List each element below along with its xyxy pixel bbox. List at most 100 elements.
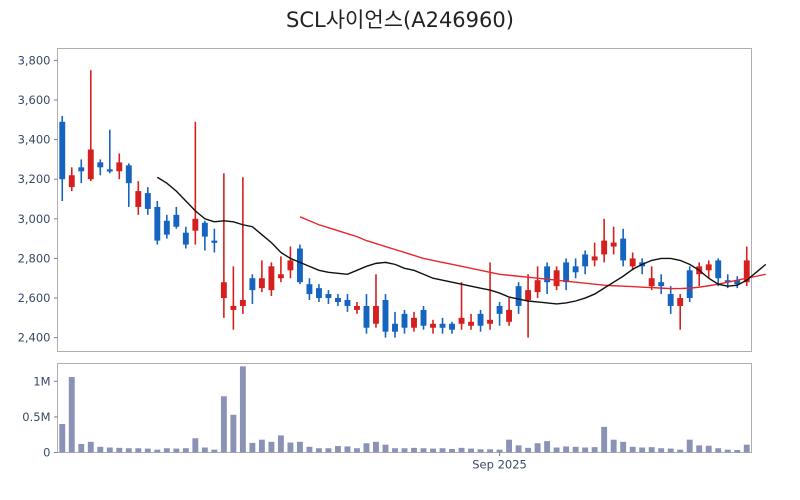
- volume-bar: [59, 424, 66, 453]
- candlestick: [258, 260, 265, 293]
- candlestick: [201, 220, 208, 251]
- candle-body: [572, 266, 579, 273]
- candle-body: [458, 317, 465, 324]
- volume-bar: [296, 441, 303, 453]
- candlestick: [658, 274, 665, 295]
- candle-body: [211, 240, 218, 243]
- volume-bar: [610, 439, 617, 453]
- volume-y-tick-label: 0: [43, 446, 50, 460]
- volume-bar: [639, 447, 646, 453]
- volume-bar: [106, 447, 113, 453]
- volume-bar: [648, 447, 655, 453]
- candlestick: [667, 286, 674, 314]
- candlestick: [249, 274, 256, 304]
- candlestick: [610, 226, 617, 255]
- volume-panel: [57, 363, 752, 453]
- volume-bar: [344, 446, 351, 453]
- candle-body: [392, 323, 398, 332]
- volume-bar: [534, 443, 541, 453]
- volume-bar: [249, 442, 256, 453]
- candle-body: [487, 319, 494, 324]
- candle-body: [230, 305, 237, 310]
- candlestick: [173, 206, 180, 229]
- candlestick: [449, 321, 455, 334]
- volume-bar: [68, 377, 75, 453]
- volume-bar: [658, 448, 665, 453]
- price-y-tick-label: 2,800: [18, 251, 51, 265]
- volume-bar: [268, 441, 275, 453]
- volume-bar: [506, 439, 513, 453]
- candle-body: [125, 165, 132, 184]
- volume-bar: [601, 426, 608, 453]
- candlestick: [211, 228, 218, 253]
- candle-body: [239, 300, 246, 306]
- price-y-tick-label: 3,000: [18, 212, 51, 226]
- candlestick: [487, 262, 494, 330]
- volume-bar: [525, 447, 532, 453]
- volume-bar: [201, 447, 208, 453]
- candle-body: [173, 214, 180, 227]
- volume-bar: [591, 447, 598, 453]
- volume-bar: [192, 438, 199, 453]
- candlestick: [534, 266, 541, 299]
- volume-bar: [354, 448, 360, 453]
- volume-bar: [544, 441, 551, 453]
- candlestick: [277, 256, 284, 283]
- candle-body: [667, 294, 674, 306]
- candlestick: [553, 266, 560, 291]
- volume-bar: [686, 439, 693, 453]
- candle-body: [116, 162, 123, 172]
- candlestick: [477, 309, 484, 332]
- candle-body: [658, 282, 665, 287]
- candlestick: [268, 262, 275, 297]
- candle-body: [715, 260, 722, 279]
- candle-body: [154, 206, 161, 241]
- candle-body: [563, 262, 570, 283]
- candlestick: [315, 284, 322, 302]
- volume-bar: [125, 448, 132, 453]
- candlestick-series: [59, 70, 750, 338]
- candlestick: [306, 278, 313, 301]
- candlestick: [125, 163, 132, 207]
- candle-body: [591, 256, 598, 261]
- volume-bar: [411, 447, 417, 453]
- volume-bar: [154, 449, 161, 453]
- candle-body: [544, 266, 551, 283]
- candle-body: [97, 162, 104, 168]
- candle-body: [296, 248, 303, 283]
- candle-body: [192, 218, 199, 231]
- candlestick: [620, 228, 627, 267]
- candle-body: [743, 260, 750, 283]
- volume-bar: [620, 441, 627, 453]
- volume-bar: [724, 449, 731, 453]
- volume-y-tick-label: 0.5M: [22, 410, 50, 424]
- volume-bar: [449, 448, 455, 453]
- candlestick: [116, 153, 123, 180]
- candlestick: [335, 294, 341, 306]
- candle-body: [525, 290, 532, 301]
- candle-body: [439, 323, 446, 328]
- candle-body: [249, 278, 256, 291]
- volume-bar: [477, 449, 484, 453]
- candlestick: [59, 115, 66, 201]
- volume-bar: [135, 448, 142, 453]
- candle-body: [677, 298, 684, 306]
- candle-body: [144, 193, 151, 209]
- volume-bar: [515, 445, 522, 453]
- candlestick: [87, 70, 94, 182]
- volume-bar: [97, 446, 104, 453]
- candle-body: [268, 266, 275, 291]
- volume-bar: [677, 449, 684, 453]
- candle-body: [258, 278, 265, 289]
- candle-body: [515, 286, 522, 306]
- price-y-tick-label: 2,600: [18, 291, 51, 305]
- volume-bar: [373, 441, 379, 453]
- candle-body: [534, 280, 541, 293]
- candle-body: [373, 305, 379, 324]
- candlestick: [525, 274, 532, 338]
- candle-body: [106, 169, 113, 172]
- candle-body: [420, 309, 427, 326]
- candle-body: [363, 305, 370, 328]
- volume-bar: [363, 443, 370, 453]
- candlestick: [392, 311, 398, 338]
